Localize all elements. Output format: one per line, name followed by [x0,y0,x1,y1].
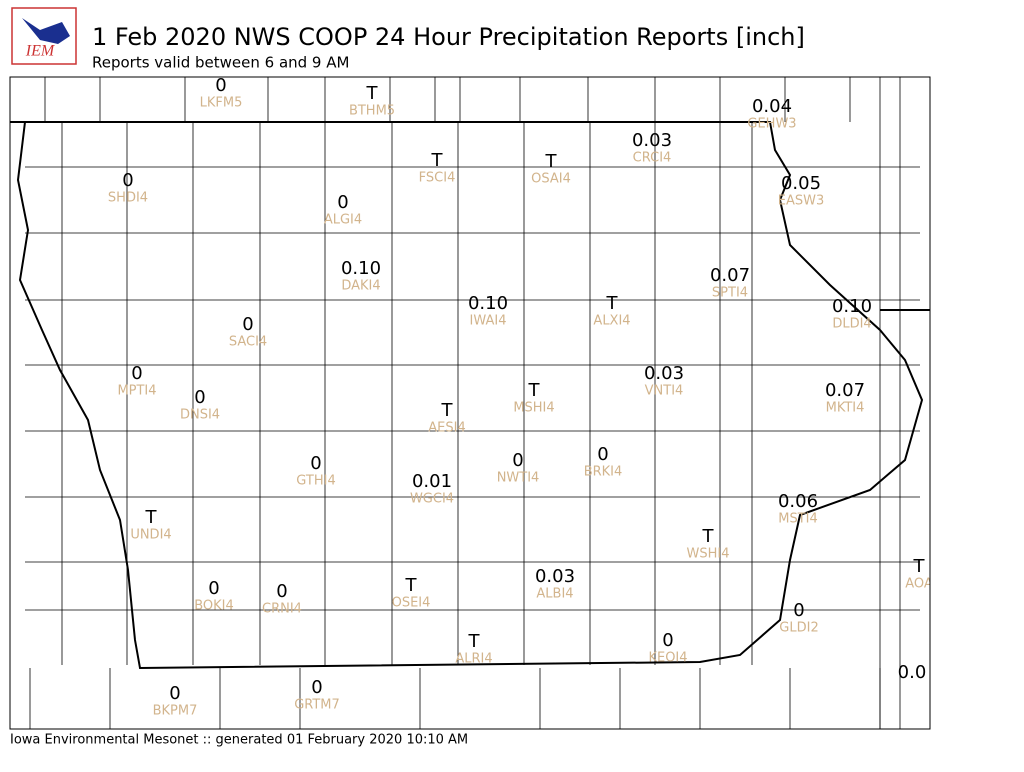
station-value: T [405,575,418,596]
station-value: 0.03 [632,130,672,151]
station-value: 0 [169,683,180,704]
station-id: AOA [905,577,933,592]
footer: Iowa Environmental Mesonet :: generated … [10,733,468,748]
station-value: 0 [311,677,322,698]
station-id: WGCI4 [410,492,454,507]
station-value: 0.10 [832,296,872,317]
map: LKFM50BTHM5TGEHW30.04CRCI40.03FSCI4TOSAI… [10,75,933,729]
station-value: 0.01 [412,471,452,492]
station-value: 0.07 [710,265,750,286]
station-value: T [528,380,541,401]
station-value: 0.06 [778,491,818,512]
station-value: T [606,293,619,314]
station-id: GTHI4 [296,474,335,489]
station-value: 0 [122,170,133,191]
station-id: KEOI4 [648,651,687,666]
logo-text: IEM [25,43,56,60]
station-value: 0.04 [752,96,792,117]
title: 1 Feb 2020 NWS COOP 24 Hour Precipitatio… [92,23,805,51]
station-value: T [545,151,558,172]
station-id: BRKI4 [584,465,623,480]
station-id: GRTM7 [294,698,340,713]
station-id: EASW3 [778,194,824,209]
station-id: ALXI4 [593,314,630,329]
station-value: T [145,507,158,528]
station-value: 0.0 [898,662,927,683]
county-lines [25,77,920,729]
station-value: T [366,83,379,104]
station-value: T [702,526,715,547]
station-id: MKTI4 [826,401,865,416]
station-id: GEHW3 [747,117,796,132]
station-value: 0.05 [781,173,821,194]
station-value: T [468,631,481,652]
station-id: WSHI4 [687,547,730,562]
station-value: 0 [337,192,348,213]
station-value: 0.07 [825,380,865,401]
logo: IEM [11,7,77,65]
station-value: 0 [662,630,673,651]
station-id: CRCI4 [633,151,672,166]
station-id: NWTI4 [497,471,540,486]
station-value: 0 [310,453,321,474]
map-frame [9,76,931,730]
station-id: ALRI4 [455,652,492,667]
station-id: FSCI4 [419,171,456,186]
station-id: BOKI4 [194,599,234,614]
station-value: 0 [276,581,287,602]
station-value: 0.10 [341,258,381,279]
station-value: 0 [242,314,253,335]
stations: LKFM50BTHM5TGEHW30.04CRCI40.03FSCI4TOSAI… [108,75,933,719]
station-id: GLDI2 [779,621,818,636]
station-id: BTHM5 [349,104,395,119]
station-value: 0.03 [644,363,684,384]
station-id: CRNI4 [262,602,302,617]
subtitle: Reports valid between 6 and 9 AM [92,54,349,72]
station-id: ALGI4 [324,213,362,228]
station-id: ALBI4 [536,587,573,602]
station-id: MSHI4 [513,401,554,416]
station-value: T [441,400,454,421]
station-value: 0 [512,450,523,471]
station-value: T [913,556,926,577]
station-value: 0.10 [468,293,508,314]
station-id: OSAI4 [531,172,571,187]
station-value: 0 [208,578,219,599]
station-id: MPTI4 [117,384,156,399]
station-value: T [431,150,444,171]
station-value: 0 [597,444,608,465]
station-value: 0 [131,363,142,384]
station-value: 0 [215,75,226,96]
station-id: LKFM5 [200,96,243,111]
station-id: IWAI4 [470,314,507,329]
station-id: MSTI4 [778,512,818,527]
station-value: 0.03 [535,566,575,587]
station-id: DNSI4 [180,408,220,423]
state-border [10,121,924,670]
station-id: VNTI4 [645,384,684,399]
station-id: SPTI4 [712,286,748,301]
station-id: DAKI4 [341,279,380,294]
station-id: BKPM7 [153,704,198,719]
station-id: UNDI4 [130,528,171,543]
station-id: SHDI4 [108,191,148,206]
station-value: 0 [194,387,205,408]
station-id: SACI4 [229,335,267,350]
station-id: DLDI4 [832,317,871,332]
station-id: AESI4 [428,421,465,436]
station-value: 0 [793,600,804,621]
station-id: OSEI4 [392,596,431,611]
